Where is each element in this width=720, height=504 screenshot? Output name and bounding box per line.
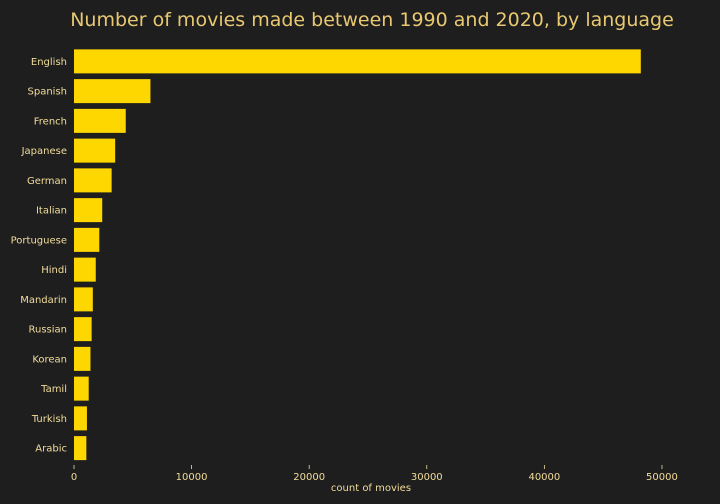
y-tick-label-spanish: Spanish [28,87,68,98]
x-axis-label: count of movies [331,483,411,494]
y-tick-label-tamil: Tamil [40,384,67,395]
y-tick-label-turkish: Turkish [31,414,67,425]
x-tick-label: 50000 [646,472,678,483]
bar-german [74,168,112,193]
y-tick-label-french: French [34,116,67,127]
y-tick-label-japanese: Japanese [21,146,67,157]
y-tick-label-german: German [27,176,67,187]
x-tick-label: 10000 [176,472,208,483]
bar-italian [74,198,103,223]
x-tick-label: 20000 [293,472,325,483]
y-tick-label-portuguese: Portuguese [11,235,67,246]
bar-arabic [74,436,87,461]
y-tick-label-italian: Italian [36,206,67,217]
bar-french [74,108,126,133]
chart-title: Number of movies made between 1990 and 2… [70,9,674,31]
bar-mandarin [74,287,93,312]
bar-spanish [74,79,151,104]
bar-turkish [74,406,87,431]
bar-japanese [74,138,116,163]
x-ticks: 0 10000 20000 30000 40000 50000 [71,465,678,483]
bar-russian [74,317,92,342]
y-tick-label-mandarin: Mandarin [20,295,67,306]
bar-hindi [74,257,96,282]
y-tick-label-hindi: Hindi [41,265,67,276]
y-tick-label-arabic: Arabic [35,444,67,455]
y-tick-labels: English Spanish French Japanese German Italia… [11,57,67,455]
bars-group [74,49,641,461]
y-tick-label-russian: Russian [28,325,67,336]
bar-tamil [74,376,89,401]
y-tick-label-korean: Korean [32,354,67,365]
bar-english [74,49,641,74]
bar-portuguese [74,227,100,252]
x-tick-label: 30000 [411,472,443,483]
y-tick-label-english: English [31,57,67,68]
bar-korean [74,346,91,371]
x-tick-label: 0 [71,472,77,483]
x-tick-label: 40000 [528,472,560,483]
